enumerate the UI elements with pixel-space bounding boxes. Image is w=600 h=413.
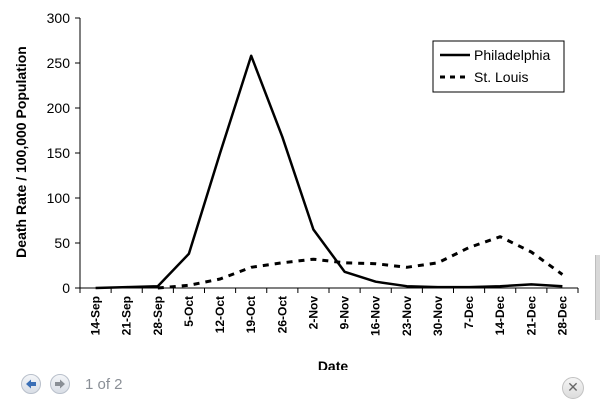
close-icon: ✕ (567, 379, 579, 395)
x-tick-label: 21-Sep (120, 296, 134, 335)
y-tick-label: 300 (47, 10, 71, 26)
x-tick-label: 2-Nov (306, 296, 320, 330)
x-axis-ticks: 14-Sep 21-Sep 28-Sep 5-Oct 12-Oct 19-Oct 26-Oc… (79, 288, 579, 336)
line-chart: 0 50 100 150 200 250 300 14-Sep 21-Sep 28-Sep 5-O… (13, 10, 579, 370)
x-axis-label: Date (318, 358, 349, 370)
x-tick-label: 14-Sep (89, 296, 103, 335)
arrow-right-icon (55, 379, 65, 389)
x-tick-label: 14-Dec (493, 296, 507, 336)
y-tick-label: 100 (47, 190, 71, 206)
x-tick-label: 12-Oct (213, 296, 227, 333)
x-tick-label: 7-Dec (462, 296, 476, 329)
legend-box (432, 40, 565, 93)
arrow-left-icon (26, 379, 36, 389)
legend: Philadelphia St. Louis (432, 40, 565, 93)
series-line-philadelphia (95, 54, 563, 290)
series-line-st-louis (157, 235, 564, 290)
x-tick-label: 9-Nov (338, 296, 352, 330)
y-tick-label: 250 (47, 55, 71, 71)
x-tick-label: 23-Nov (400, 296, 414, 336)
y-tick-label: 50 (54, 235, 70, 251)
x-tick-label: 16-Nov (369, 296, 383, 336)
next-button[interactable] (50, 374, 70, 394)
legend-label-st-louis: St. Louis (474, 69, 528, 85)
y-tick-label: 150 (47, 145, 71, 161)
side-panel-handle[interactable] (595, 255, 600, 320)
close-button[interactable]: ✕ (562, 377, 584, 399)
x-tick-label: 5-Oct (182, 296, 196, 327)
page-indicator: 1 of 2 (85, 376, 123, 393)
y-axis-label: Death Rate / 100,000 Population (13, 46, 29, 258)
x-tick-label: 19-Oct (244, 296, 258, 333)
y-tick-label: 200 (47, 100, 71, 116)
x-tick-label: 30-Nov (431, 296, 445, 336)
legend-label-philadelphia: Philadelphia (474, 47, 550, 63)
y-axis-ticks: 0 50 100 150 200 250 300 (47, 10, 80, 296)
x-tick-label: 28-Sep (151, 296, 165, 335)
previous-button[interactable] (21, 374, 41, 394)
series-lines (95, 54, 564, 290)
x-tick-label: 21-Dec (524, 296, 538, 336)
x-tick-label: 26-Oct (275, 296, 289, 333)
y-tick-label: 0 (62, 280, 70, 296)
x-tick-label: 28-Dec (555, 296, 569, 336)
